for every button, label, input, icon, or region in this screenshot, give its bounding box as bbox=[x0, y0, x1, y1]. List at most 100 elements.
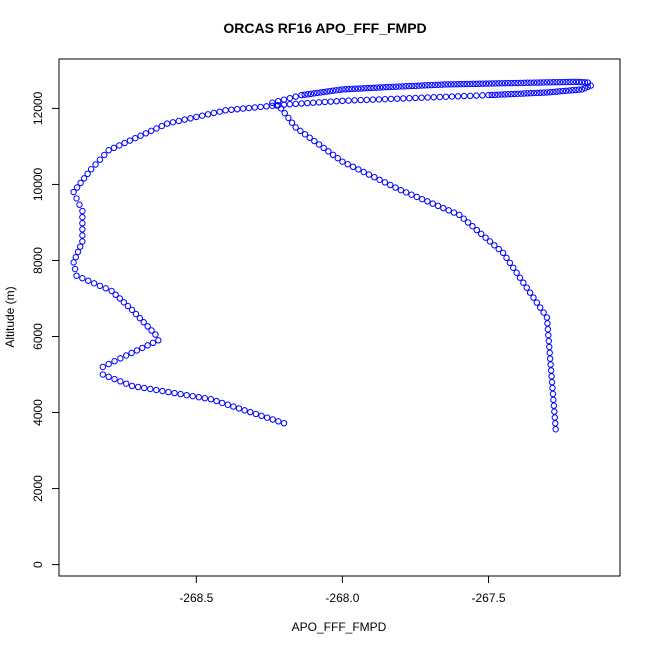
data-point bbox=[511, 90, 518, 98]
data-point bbox=[387, 95, 395, 103]
data-point bbox=[499, 249, 507, 257]
x-axis-label: APO_FFF_FMPD bbox=[292, 620, 387, 634]
data-point bbox=[434, 81, 442, 88]
data-point bbox=[517, 79, 525, 87]
data-point bbox=[547, 367, 555, 374]
data-point bbox=[578, 86, 586, 93]
data-point bbox=[448, 93, 456, 100]
data-point bbox=[92, 161, 99, 168]
data-point bbox=[332, 87, 340, 94]
data-point bbox=[562, 87, 570, 94]
data-point bbox=[506, 259, 514, 267]
data-point bbox=[438, 81, 445, 88]
data-point bbox=[428, 81, 435, 89]
data-point bbox=[134, 383, 142, 391]
data-point bbox=[148, 327, 155, 334]
data-point bbox=[84, 170, 91, 178]
data-point bbox=[510, 264, 517, 271]
data-point bbox=[569, 78, 577, 86]
data-point bbox=[363, 96, 370, 104]
data-point bbox=[553, 78, 560, 86]
data-point bbox=[413, 193, 420, 201]
data-point bbox=[476, 80, 483, 87]
data-point bbox=[73, 184, 81, 191]
data-point bbox=[545, 337, 552, 345]
y-tick-label: 4000 bbox=[31, 399, 45, 426]
data-point bbox=[79, 275, 86, 282]
data-point bbox=[572, 86, 579, 94]
data-point bbox=[247, 408, 254, 416]
chart-title: ORCAS RF16 APO_FFF_FMPD bbox=[223, 20, 427, 36]
data-point bbox=[216, 108, 223, 115]
data-point bbox=[310, 99, 317, 106]
data-point bbox=[488, 91, 495, 99]
data-point bbox=[230, 403, 237, 410]
data-point bbox=[389, 83, 396, 91]
data-point bbox=[556, 78, 564, 86]
data-point bbox=[517, 90, 525, 97]
data-point bbox=[241, 407, 248, 414]
data-point bbox=[120, 299, 128, 306]
data-point bbox=[152, 331, 159, 338]
data-point bbox=[298, 91, 305, 99]
data-point bbox=[273, 102, 280, 109]
data-point bbox=[218, 399, 226, 407]
data-point bbox=[117, 355, 124, 362]
data-point bbox=[116, 295, 123, 302]
data-point bbox=[79, 238, 86, 245]
data-point bbox=[445, 207, 452, 214]
data-point bbox=[503, 254, 510, 262]
data-point bbox=[147, 385, 154, 393]
data-point bbox=[375, 96, 383, 103]
data-point bbox=[121, 139, 128, 147]
data-point bbox=[361, 85, 368, 92]
data-point bbox=[144, 342, 151, 349]
data-point bbox=[320, 88, 327, 96]
data-point bbox=[339, 86, 346, 93]
data-point bbox=[418, 195, 426, 203]
data-point bbox=[545, 331, 552, 339]
data-point bbox=[358, 85, 365, 92]
data-point bbox=[392, 184, 399, 191]
data-point bbox=[342, 86, 349, 93]
data-point bbox=[288, 119, 296, 126]
data-point bbox=[527, 89, 534, 97]
data-point bbox=[193, 113, 200, 121]
data-point bbox=[492, 80, 499, 87]
data-point bbox=[79, 213, 86, 221]
data-point bbox=[175, 117, 183, 125]
data-point bbox=[540, 79, 547, 86]
data-point bbox=[550, 402, 558, 409]
y-tick-label: 6000 bbox=[31, 323, 45, 350]
data-point bbox=[559, 87, 567, 95]
data-point bbox=[544, 326, 552, 333]
data-point bbox=[456, 211, 463, 219]
data-point bbox=[334, 155, 341, 162]
data-point bbox=[485, 91, 492, 99]
data-point bbox=[550, 79, 557, 86]
data-point bbox=[543, 89, 551, 96]
data-point bbox=[508, 79, 515, 87]
data-point bbox=[551, 414, 558, 421]
data-point bbox=[520, 279, 527, 286]
data-point bbox=[381, 179, 389, 186]
data-point bbox=[351, 85, 359, 92]
data-point bbox=[540, 89, 547, 96]
data-point bbox=[277, 105, 285, 112]
data-point bbox=[310, 90, 318, 97]
data-point bbox=[441, 81, 448, 88]
data-point bbox=[315, 99, 323, 106]
data-point bbox=[128, 349, 135, 357]
data-point bbox=[424, 198, 431, 205]
data-point bbox=[257, 103, 264, 111]
data-point bbox=[234, 105, 241, 113]
data-point bbox=[424, 94, 431, 101]
data-point bbox=[482, 234, 489, 241]
data-point bbox=[251, 104, 258, 111]
data-point bbox=[222, 107, 229, 114]
data-point bbox=[495, 245, 502, 253]
data-point bbox=[301, 131, 309, 138]
data-point bbox=[551, 408, 558, 415]
data-point bbox=[422, 82, 429, 89]
